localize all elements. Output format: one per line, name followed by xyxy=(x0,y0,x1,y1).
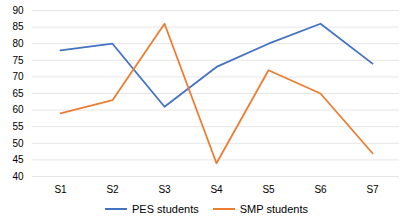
svg-text:70: 70 xyxy=(12,71,24,82)
html-text:SMP students: SMP students xyxy=(239,203,308,215)
svg-text:75: 75 xyxy=(12,55,24,66)
svg-text:65: 65 xyxy=(12,88,24,99)
svg-text:S5: S5 xyxy=(262,184,275,195)
svg-text:85: 85 xyxy=(12,21,24,32)
svg-text:S2: S2 xyxy=(106,184,119,195)
svg-text:55: 55 xyxy=(12,121,24,132)
svg-text:50: 50 xyxy=(12,138,24,149)
svg-text:45: 45 xyxy=(12,154,24,165)
svg-text:60: 60 xyxy=(12,104,24,115)
svg-text:80: 80 xyxy=(12,38,24,49)
svg-text:S7: S7 xyxy=(366,184,379,195)
html-text:PES students: PES students xyxy=(132,203,199,215)
svg-text:S6: S6 xyxy=(314,184,327,195)
svg-text:S4: S4 xyxy=(210,184,223,195)
svg-text:S3: S3 xyxy=(158,184,171,195)
svg-text:40: 40 xyxy=(12,171,24,182)
svg-text:90: 90 xyxy=(12,5,24,16)
svg-text:S1: S1 xyxy=(54,184,67,195)
